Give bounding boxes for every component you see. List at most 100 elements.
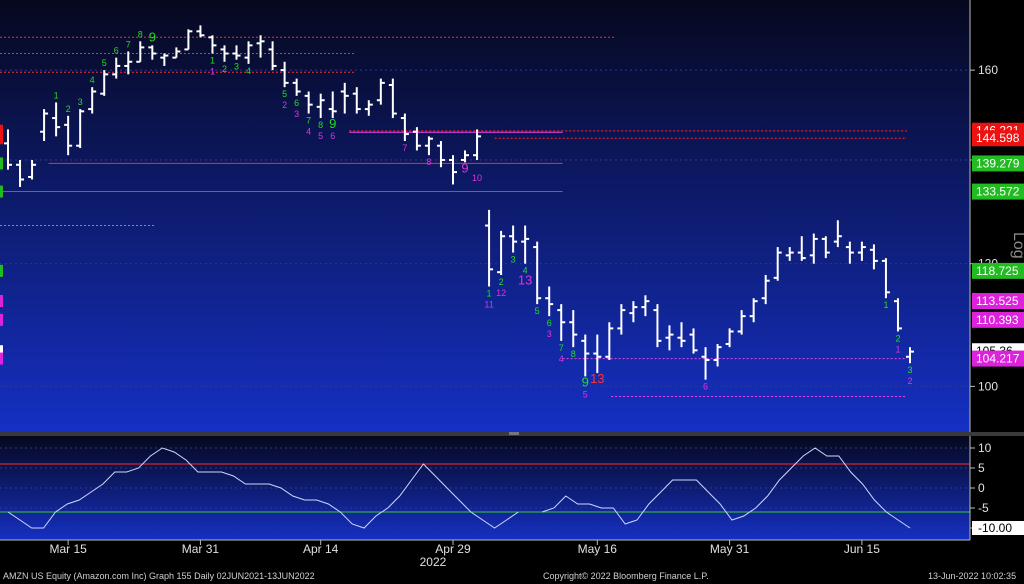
count-label: 2 (499, 277, 504, 287)
count-label: 8 (571, 349, 576, 359)
count-label: 3 (294, 109, 299, 119)
price-tag-box (972, 350, 1024, 367)
oscillator-axis-label: 0 (978, 481, 985, 495)
price-tag-box (972, 183, 1024, 200)
count-label: 7 (559, 343, 564, 353)
price-tag-box (972, 311, 1024, 328)
count-label: 4 (246, 66, 251, 76)
count-label: 1 (210, 67, 215, 77)
count-label: 5 (535, 306, 540, 316)
count-label: 7 (306, 116, 311, 126)
date-axis[interactable]: Mar 15 Mar 31 Apr 14 Apr 29 May 16 May 31 Jun … (0, 539, 970, 569)
count-label: 3 (907, 365, 912, 375)
count-label: 1 (210, 56, 215, 66)
count-label: 7 (126, 39, 131, 49)
price-axis-label: 100 (978, 379, 998, 393)
count-label: 2 (282, 100, 287, 110)
year-label: 2022 (420, 555, 447, 569)
price-panel-background (0, 0, 970, 432)
price-tag-value: 118.725 (976, 264, 1019, 278)
date-axis-label: Jun 15 (844, 542, 880, 556)
price-tags: 146.221144.598139.279133.572118.725113.5… (0, 122, 1024, 367)
count-label: 1 (895, 344, 900, 354)
price-tag-value: 110.393 (976, 313, 1019, 327)
count-label: 6 (547, 318, 552, 328)
count-label: 6 (703, 382, 708, 392)
footer-copyright: Copyright© 2022 Bloomberg Finance L.P. (543, 571, 709, 581)
count-label: 6 (114, 46, 119, 56)
count-label: 5 (583, 389, 588, 399)
price-tag-value: 104.217 (976, 352, 1020, 366)
count-label: 2 (222, 64, 227, 74)
price-tag-marker (0, 124, 3, 137)
date-axis-label: Apr 14 (303, 542, 339, 556)
price-tag-box (972, 262, 1024, 279)
price-tag-box (972, 155, 1024, 172)
gridlines (0, 69, 970, 387)
count-label: 8 (138, 29, 143, 39)
count-label: 4 (306, 127, 311, 137)
price-tag-marker (0, 185, 3, 198)
count-label: 4 (523, 266, 528, 276)
count-label: 13 (590, 371, 604, 386)
level-lines (0, 36, 907, 398)
price-tag-marker (0, 313, 3, 326)
price-tag-marker (0, 345, 3, 358)
count-label: 2 (66, 104, 71, 114)
oscillator-current-tag (972, 521, 1024, 535)
price-tag-marker (0, 295, 3, 308)
count-label: 11 (484, 300, 493, 310)
count-label: 3 (78, 97, 83, 107)
price-tag-marker (0, 157, 3, 170)
oscillator-axis-label: 5 (978, 461, 985, 475)
count-label: 12 (496, 288, 506, 298)
count-label: 9 (329, 116, 336, 131)
price-bars (4, 25, 914, 380)
count-label: 6 (294, 98, 299, 108)
count-label: 9 (582, 374, 589, 389)
price-tag-marker (0, 352, 3, 365)
oscillator (0, 447, 970, 529)
count-label: 8 (426, 157, 431, 167)
count-label: 5 (102, 58, 107, 68)
oscillator-axis-label: -5 (978, 501, 989, 515)
count-label: 13 (518, 273, 532, 288)
date-axis-label: May 16 (578, 542, 618, 556)
panel-resize-handle[interactable] (509, 432, 519, 435)
price-tag-value: 133.572 (976, 185, 1020, 199)
count-label: 4 (559, 354, 564, 364)
footer-security: AMZN US Equity (Amazon.com Inc) Graph 15… (3, 571, 315, 581)
date-axis-label: May 31 (710, 542, 750, 556)
price-tag-marker (0, 264, 3, 277)
oscillator-axis-label: -10.00 (978, 521, 1012, 535)
count-label: 10 (472, 173, 482, 183)
date-axis-label: Mar 31 (182, 542, 220, 556)
oscillator-axis[interactable]: 10 5 0 -5 -10.00 (969, 436, 1024, 540)
count-label: 1 (883, 300, 888, 310)
footer: AMZN US Equity (Amazon.com Inc) Graph 15… (0, 568, 1024, 584)
count-label: 1 (54, 90, 59, 100)
count-label: 3 (234, 62, 239, 72)
count-label: 8 (318, 120, 323, 130)
price-tag-value: 113.525 (976, 294, 1019, 308)
log-scale-caption: Log (1010, 232, 1024, 259)
count-label: 3 (511, 255, 516, 265)
count-label: 3 (547, 329, 552, 339)
count-label: 2 (895, 333, 900, 343)
date-axis-label: Mar 15 (49, 542, 87, 556)
price-tag-value: 144.598 (976, 131, 1020, 145)
count-label: 1 (487, 289, 492, 299)
count-label: 9 (149, 29, 156, 44)
date-axis-label: Apr 29 (435, 542, 471, 556)
count-label: 6 (330, 131, 335, 141)
price-tag-box (972, 130, 1024, 147)
oscillator-line (7, 447, 911, 529)
price-tag-box (972, 293, 1024, 310)
count-label: 2 (907, 376, 912, 386)
count-label: 5 (318, 131, 323, 141)
footer-timestamp: 13-Jun-2022 10:02:35 (928, 571, 1017, 581)
count-label: 7 (402, 143, 407, 153)
